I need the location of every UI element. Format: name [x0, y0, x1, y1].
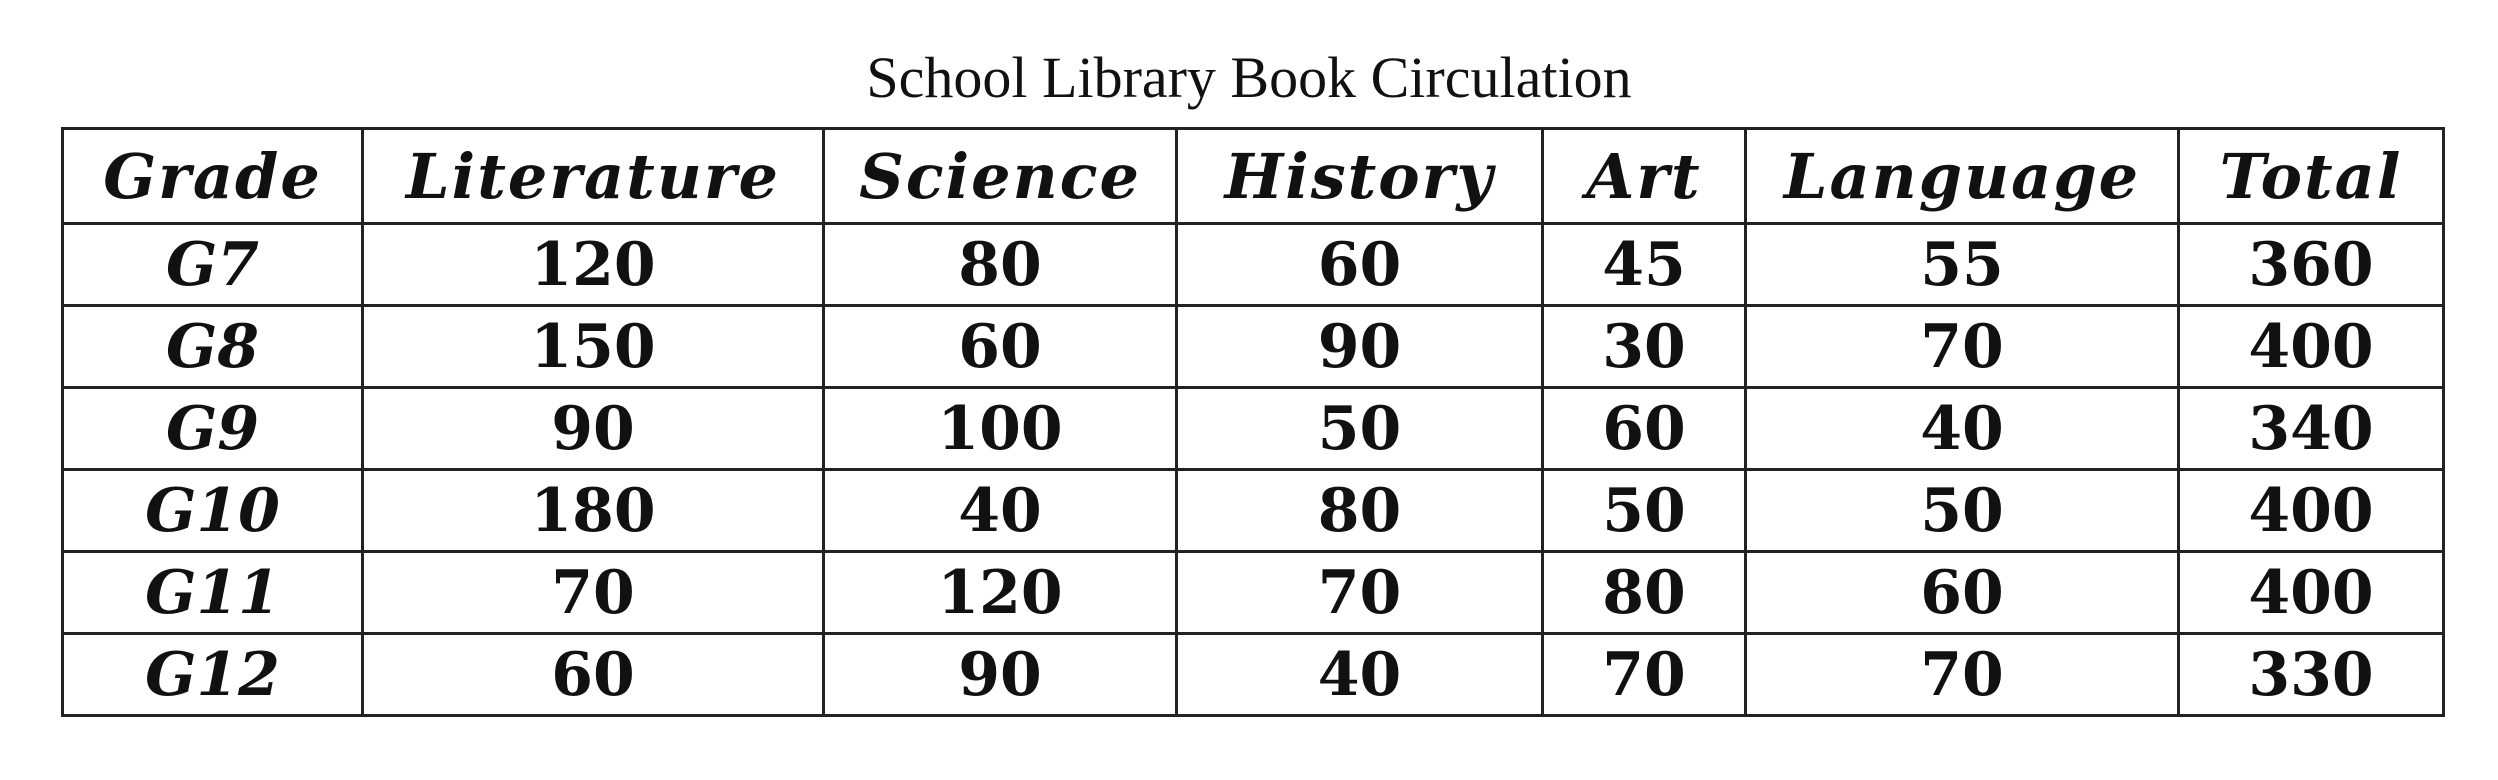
- art-cell: 80: [1541, 550, 1747, 635]
- science-cell: 90: [822, 632, 1178, 717]
- history-cell: 50: [1175, 386, 1544, 471]
- table-row: G10 180 40 80 50 50 400: [61, 468, 2445, 553]
- art-cell: 60: [1541, 386, 1747, 471]
- literature-cell: 70: [361, 550, 825, 635]
- language-cell: 70: [1744, 632, 2180, 717]
- language-cell: 55: [1744, 222, 2180, 307]
- science-cell: 40: [822, 468, 1178, 553]
- header-row: Grade Literature Science History Art Lan…: [61, 127, 2445, 225]
- history-cell: 90: [1175, 304, 1544, 389]
- language-cell: 60: [1744, 550, 2180, 635]
- literature-cell: 180: [361, 468, 825, 553]
- language-cell: 50: [1744, 468, 2180, 553]
- total-cell: 340: [2177, 386, 2445, 471]
- literature-cell: 60: [361, 632, 825, 717]
- header-cell-history: History: [1175, 127, 1544, 225]
- header-cell-art: Art: [1541, 127, 1747, 225]
- history-cell: 60: [1175, 222, 1544, 307]
- total-cell: 360: [2177, 222, 2445, 307]
- header-cell-grade: Grade: [61, 127, 364, 225]
- header-cell-literature: Literature: [361, 127, 825, 225]
- history-cell: 70: [1175, 550, 1544, 635]
- language-cell: 70: [1744, 304, 2180, 389]
- art-cell: 50: [1541, 468, 1747, 553]
- grade-cell: G11: [61, 550, 364, 635]
- table-row: G11 70 120 70 80 60 400: [61, 550, 2445, 635]
- total-cell: 400: [2177, 304, 2445, 389]
- table-row: G8 150 60 90 30 70 400: [61, 304, 2445, 389]
- grade-cell: G10: [61, 468, 364, 553]
- art-cell: 30: [1541, 304, 1747, 389]
- table-row: G9 90 100 50 60 40 340: [61, 386, 2445, 471]
- science-cell: 60: [822, 304, 1178, 389]
- table-row: G12 60 90 40 70 70 330: [61, 632, 2445, 717]
- total-cell: 330: [2177, 632, 2445, 717]
- science-cell: 120: [822, 550, 1178, 635]
- grade-cell: G12: [61, 632, 364, 717]
- art-cell: 45: [1541, 222, 1747, 307]
- science-cell: 80: [822, 222, 1178, 307]
- grade-cell: G8: [61, 304, 364, 389]
- total-cell: 400: [2177, 550, 2445, 635]
- header-cell-language: Language: [1744, 127, 2180, 225]
- grade-cell: G7: [61, 222, 364, 307]
- history-cell: 40: [1175, 632, 1544, 717]
- table-row: G7 120 80 60 45 55 360: [61, 222, 2445, 307]
- language-cell: 40: [1744, 386, 2180, 471]
- history-cell: 80: [1175, 468, 1544, 553]
- circulation-table: Grade Literature Science History Art Lan…: [61, 127, 2445, 717]
- header-cell-science: Science: [822, 127, 1178, 225]
- grade-cell: G9: [61, 386, 364, 471]
- table-title: School Library Book Circulation: [866, 45, 1632, 110]
- literature-cell: 120: [361, 222, 825, 307]
- literature-cell: 90: [361, 386, 825, 471]
- science-cell: 100: [822, 386, 1178, 471]
- header-cell-total: Total: [2177, 127, 2445, 225]
- literature-cell: 150: [361, 304, 825, 389]
- total-cell: 400: [2177, 468, 2445, 553]
- art-cell: 70: [1541, 632, 1747, 717]
